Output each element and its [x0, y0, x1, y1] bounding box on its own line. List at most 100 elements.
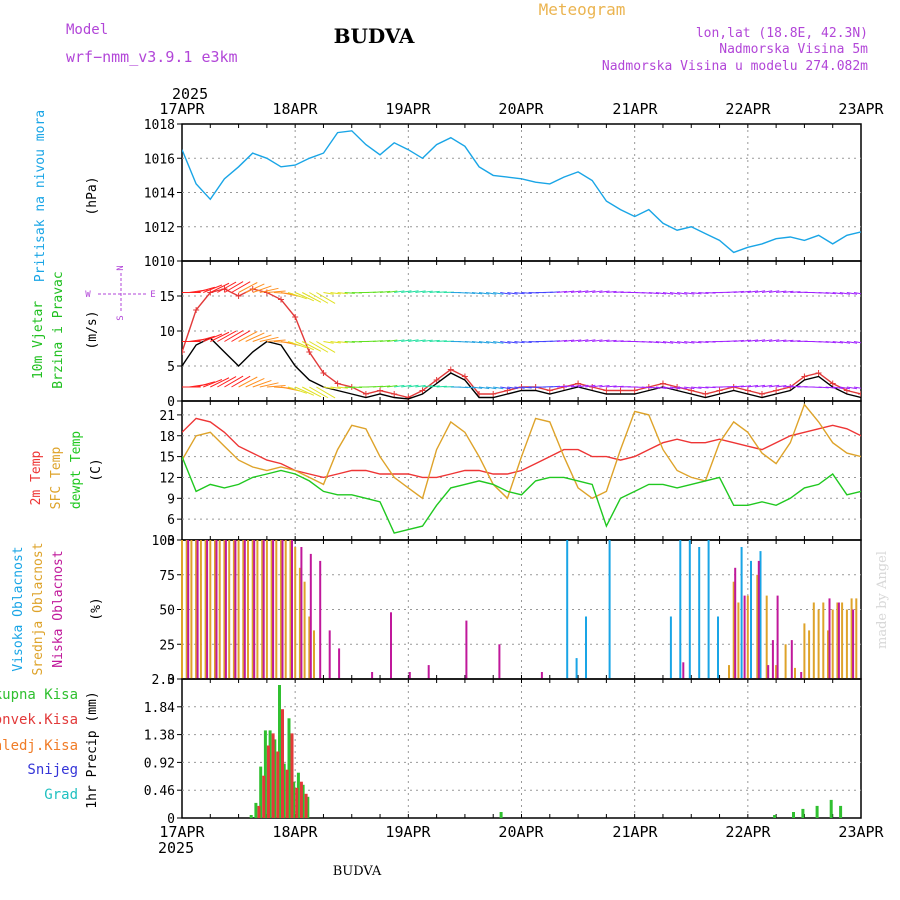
temp-title-2m: 2m Temp [29, 450, 44, 505]
series-bar [224, 540, 227, 679]
bottom-date-label: 19APR [385, 823, 431, 841]
precip-legend: Ukupna Kisa Konvek.Kisa Zaledj.Kisa Snij… [0, 687, 78, 803]
top-date-label: 23APR [838, 100, 884, 118]
y-tick-label: 15 [159, 451, 175, 466]
wind-arrow [344, 292, 355, 294]
wind-arrow [337, 292, 348, 295]
wind-arrow [839, 341, 851, 344]
wind-arrow [245, 332, 265, 342]
wind-arrow [238, 282, 258, 293]
wind-arrow [259, 382, 279, 388]
wind-arrow [422, 290, 433, 293]
wind-arrow [379, 290, 391, 293]
series-bar [465, 620, 468, 679]
wind-arrow [231, 281, 251, 293]
wind-arrow [259, 336, 279, 342]
wind-arrow [379, 339, 391, 342]
gust-marker [744, 387, 751, 394]
wind-arrow [585, 384, 596, 388]
series-bar [790, 640, 793, 679]
series-bar [309, 553, 312, 679]
wind-arrow [577, 384, 589, 388]
series-bar [776, 595, 779, 679]
series-bar [187, 540, 190, 679]
wind-title-line1: 10m Vjetar [31, 301, 46, 379]
precip-panel: 0 0.46 0.92 1.38 1.84 2.3 [144, 673, 862, 827]
wind-arrow [422, 385, 433, 388]
series-bar [390, 612, 392, 679]
series-bar [301, 784, 305, 818]
wind-direction-legend: N S W E [85, 265, 155, 320]
wind-arrow [287, 292, 307, 300]
y-tick-label: 15 [159, 290, 175, 305]
wind-arrow [860, 341, 861, 343]
wind-arrow [500, 386, 511, 390]
legend-frz-rain: Zaledj.Kisa [0, 738, 78, 754]
wind-arrow [563, 339, 575, 342]
wind-arrow [846, 386, 858, 390]
y-tick-label: 1012 [144, 221, 175, 236]
wind-arrow [330, 341, 341, 344]
top-year-label: 2025 [172, 85, 208, 103]
series-bar [746, 595, 749, 679]
wind-arrow [231, 375, 251, 388]
series-bar [829, 799, 833, 818]
wind-arrow [316, 341, 336, 353]
top-date-axis: 17APR 18APR 19APR 20APR 21APR 22APR 23AP… [159, 100, 884, 118]
wind-unit: (m/s) [85, 310, 100, 349]
series-bar [734, 567, 737, 679]
wind-arrow [853, 341, 861, 344]
series-line [182, 456, 861, 534]
model-elevation-label: Nadmorska Visina u modelu 274.082m [602, 59, 868, 74]
series-bar [313, 630, 315, 679]
series-bar [775, 665, 778, 679]
series-bar [261, 540, 264, 679]
wind-arrow [556, 339, 568, 342]
wind-arrow [846, 341, 858, 344]
series-bar [185, 540, 188, 679]
gust-marker [801, 373, 808, 380]
location-title: BUDVA [334, 24, 415, 48]
footer-location: BUDVA [333, 864, 382, 879]
series-bar [688, 540, 691, 679]
wind-arrow [302, 386, 322, 398]
series-bar [803, 623, 806, 679]
cloud-title-high: Visoka Oblacnost [11, 546, 26, 671]
wind-arrow [754, 339, 766, 342]
wind-arrow [344, 386, 355, 389]
wind-arrow [514, 292, 525, 295]
wind-arrow [372, 340, 384, 342]
series-bar [300, 547, 303, 679]
series-bar [254, 802, 258, 818]
series-bar [855, 598, 858, 679]
gust-marker [334, 380, 341, 387]
wind-arrow [464, 341, 476, 343]
series-bar [737, 602, 740, 679]
cloud-unit: (%) [89, 597, 104, 620]
series-bar [281, 709, 284, 818]
wind-arrow [203, 333, 223, 342]
series-bar [243, 540, 246, 679]
series-bar [268, 730, 272, 818]
wind-arrow [783, 339, 794, 342]
series-bar [608, 540, 611, 679]
top-date-label: 22APR [725, 100, 771, 118]
gust-marker [447, 366, 454, 373]
series-bar [199, 540, 202, 679]
wind-arrow [585, 290, 596, 293]
gust-marker [603, 387, 610, 394]
gust-marker [716, 387, 723, 394]
wind-arrow [217, 330, 237, 342]
wind-arrow [294, 341, 315, 351]
series-bar [270, 540, 273, 679]
top-date-label: 17APR [159, 100, 205, 118]
wind-arrow [747, 290, 759, 293]
series-bar [281, 540, 284, 679]
series-bar [234, 540, 237, 679]
y-tick-label: 0 [167, 673, 175, 688]
wind-arrow [641, 292, 652, 294]
series-bar [728, 665, 730, 679]
wind-arrow [231, 330, 251, 342]
wind-arrow [471, 386, 483, 389]
gust-marker [292, 314, 299, 320]
